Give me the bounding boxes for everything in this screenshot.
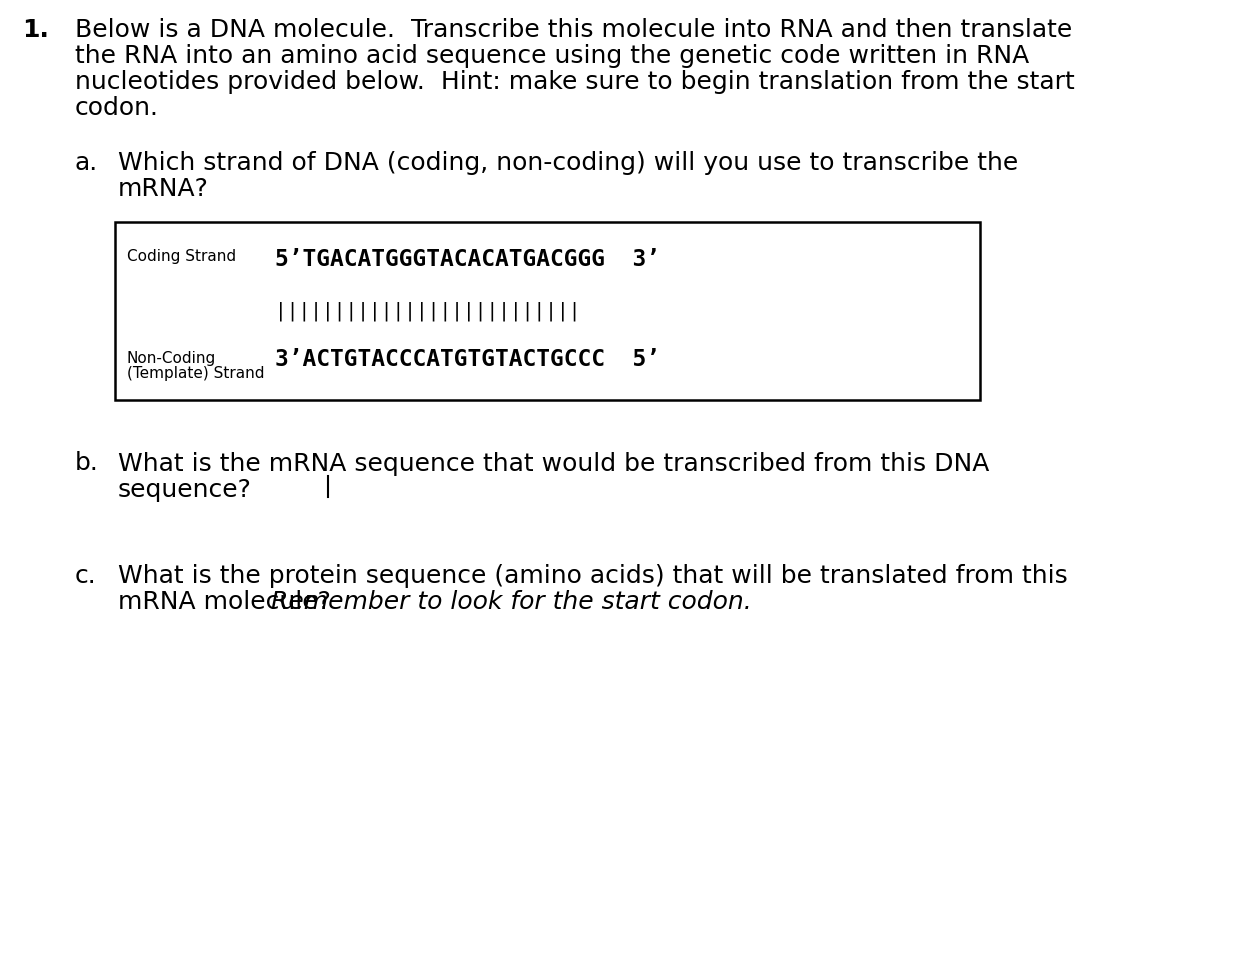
Text: Non-Coding: Non-Coding bbox=[127, 351, 216, 367]
Text: a.: a. bbox=[75, 151, 98, 175]
Text: (Template) Strand: (Template) Strand bbox=[127, 366, 265, 380]
FancyBboxPatch shape bbox=[116, 222, 980, 400]
Text: codon.: codon. bbox=[75, 96, 160, 120]
Text: Remember to look for the start codon.: Remember to look for the start codon. bbox=[270, 590, 751, 614]
Text: Coding Strand: Coding Strand bbox=[127, 249, 236, 264]
Text: What is the protein sequence (amino acids) that will be translated from this: What is the protein sequence (amino acid… bbox=[118, 563, 1068, 588]
Text: b.: b. bbox=[75, 451, 99, 475]
Text: Which strand of DNA (coding, non-coding) will you use to transcribe the: Which strand of DNA (coding, non-coding)… bbox=[118, 151, 1019, 175]
Text: mRNA molecule?: mRNA molecule? bbox=[118, 590, 347, 614]
Text: Below is a DNA molecule.  Transcribe this molecule into RNA and then translate: Below is a DNA molecule. Transcribe this… bbox=[75, 18, 1073, 42]
Text: nucleotides provided below.  Hint: make sure to begin translation from the start: nucleotides provided below. Hint: make s… bbox=[75, 71, 1075, 94]
Text: c.: c. bbox=[75, 563, 97, 588]
Text: 5’TGACATGGGTACACATGACGGG  3’: 5’TGACATGGGTACACATGACGGG 3’ bbox=[275, 249, 659, 271]
Text: What is the mRNA sequence that would be transcribed from this DNA: What is the mRNA sequence that would be … bbox=[118, 451, 990, 475]
Text: 1.: 1. bbox=[23, 18, 49, 42]
Text: 3’ACTGTACCCATGTGTACTGCCC  5’: 3’ACTGTACCCATGTGTACTGCCC 5’ bbox=[275, 348, 659, 372]
Text: sequence?: sequence? bbox=[118, 477, 252, 501]
Text: ||||||||||||||||||||||||||: |||||||||||||||||||||||||| bbox=[275, 301, 580, 321]
Text: the RNA into an amino acid sequence using the genetic code written in RNA: the RNA into an amino acid sequence usin… bbox=[75, 45, 1029, 68]
Text: mRNA?: mRNA? bbox=[118, 177, 208, 201]
